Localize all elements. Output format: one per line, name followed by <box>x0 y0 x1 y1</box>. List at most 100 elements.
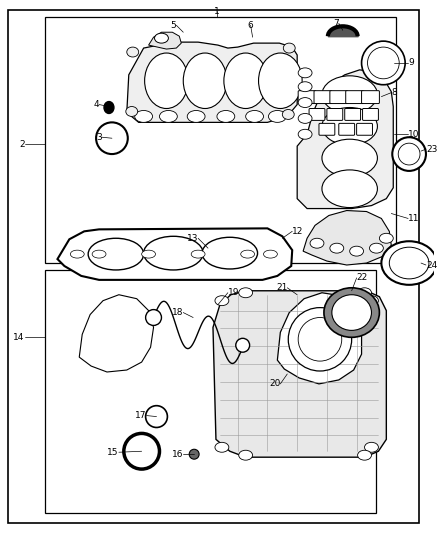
Ellipse shape <box>268 110 286 123</box>
Ellipse shape <box>283 109 294 119</box>
Text: 1: 1 <box>214 7 220 16</box>
Text: 22: 22 <box>357 273 368 282</box>
Text: 3: 3 <box>96 133 102 142</box>
Ellipse shape <box>298 98 312 108</box>
Text: 13: 13 <box>187 234 198 243</box>
Text: 9: 9 <box>408 59 414 68</box>
Ellipse shape <box>298 318 342 361</box>
Ellipse shape <box>398 143 420 165</box>
Ellipse shape <box>124 433 159 469</box>
Ellipse shape <box>392 137 426 171</box>
FancyBboxPatch shape <box>298 91 316 103</box>
Ellipse shape <box>191 250 205 258</box>
Ellipse shape <box>332 295 371 330</box>
Ellipse shape <box>127 47 139 57</box>
Ellipse shape <box>187 110 205 123</box>
Text: 11: 11 <box>408 214 420 223</box>
Text: 10: 10 <box>408 130 420 139</box>
Ellipse shape <box>381 241 437 285</box>
Ellipse shape <box>367 47 399 79</box>
Polygon shape <box>213 291 386 457</box>
Ellipse shape <box>258 53 302 109</box>
Ellipse shape <box>155 33 168 43</box>
Text: 4: 4 <box>93 100 99 109</box>
Ellipse shape <box>324 288 379 337</box>
Ellipse shape <box>88 238 144 270</box>
Ellipse shape <box>144 236 203 270</box>
Bar <box>45 270 376 513</box>
Ellipse shape <box>92 250 106 258</box>
FancyBboxPatch shape <box>327 109 343 120</box>
Ellipse shape <box>183 53 227 109</box>
Ellipse shape <box>241 250 254 258</box>
Ellipse shape <box>298 82 312 92</box>
Ellipse shape <box>364 442 378 452</box>
Ellipse shape <box>159 110 177 123</box>
Ellipse shape <box>298 130 312 139</box>
Ellipse shape <box>126 107 138 116</box>
Ellipse shape <box>370 243 383 253</box>
Ellipse shape <box>322 108 378 145</box>
Polygon shape <box>127 42 297 123</box>
Ellipse shape <box>364 296 378 305</box>
Ellipse shape <box>298 68 312 78</box>
Ellipse shape <box>357 288 371 298</box>
FancyBboxPatch shape <box>330 91 348 103</box>
Polygon shape <box>79 295 154 372</box>
Polygon shape <box>303 211 391 265</box>
FancyBboxPatch shape <box>361 91 379 103</box>
Ellipse shape <box>288 308 352 371</box>
Ellipse shape <box>104 102 114 114</box>
Ellipse shape <box>145 53 188 109</box>
Ellipse shape <box>330 243 344 253</box>
FancyBboxPatch shape <box>345 109 360 120</box>
Text: 8: 8 <box>391 88 397 97</box>
Ellipse shape <box>389 247 429 279</box>
FancyBboxPatch shape <box>339 123 355 135</box>
Ellipse shape <box>217 110 235 123</box>
Ellipse shape <box>224 53 268 109</box>
FancyBboxPatch shape <box>357 123 372 135</box>
Ellipse shape <box>135 110 152 123</box>
Text: 15: 15 <box>107 448 119 457</box>
Polygon shape <box>277 293 361 384</box>
Bar <box>45 18 396 263</box>
FancyBboxPatch shape <box>319 123 335 135</box>
Ellipse shape <box>357 450 371 460</box>
Text: 2: 2 <box>19 140 25 149</box>
Ellipse shape <box>189 449 199 459</box>
Text: 5: 5 <box>170 21 177 30</box>
Ellipse shape <box>322 76 378 114</box>
Text: 12: 12 <box>292 227 304 236</box>
Ellipse shape <box>141 250 155 258</box>
Text: 18: 18 <box>172 308 183 317</box>
Ellipse shape <box>361 41 405 85</box>
Ellipse shape <box>264 250 277 258</box>
Text: 19: 19 <box>228 288 239 297</box>
Ellipse shape <box>322 170 378 207</box>
FancyBboxPatch shape <box>346 91 364 103</box>
Polygon shape <box>297 70 393 208</box>
Ellipse shape <box>145 310 162 326</box>
FancyBboxPatch shape <box>309 109 325 120</box>
Text: 23: 23 <box>426 144 437 154</box>
Text: 6: 6 <box>248 21 254 30</box>
Text: 24: 24 <box>426 261 437 270</box>
Ellipse shape <box>215 442 229 452</box>
Polygon shape <box>148 32 181 49</box>
Text: 21: 21 <box>276 284 287 292</box>
Ellipse shape <box>322 139 378 177</box>
Ellipse shape <box>236 338 250 352</box>
Ellipse shape <box>215 296 229 305</box>
Ellipse shape <box>350 246 364 256</box>
Text: 14: 14 <box>14 333 25 342</box>
Ellipse shape <box>298 114 312 123</box>
Polygon shape <box>57 228 292 280</box>
Ellipse shape <box>379 233 393 243</box>
Text: 16: 16 <box>172 450 183 459</box>
Text: 7: 7 <box>333 19 339 28</box>
Ellipse shape <box>310 238 324 248</box>
Text: 17: 17 <box>135 411 147 420</box>
Ellipse shape <box>246 110 264 123</box>
Ellipse shape <box>96 123 128 154</box>
